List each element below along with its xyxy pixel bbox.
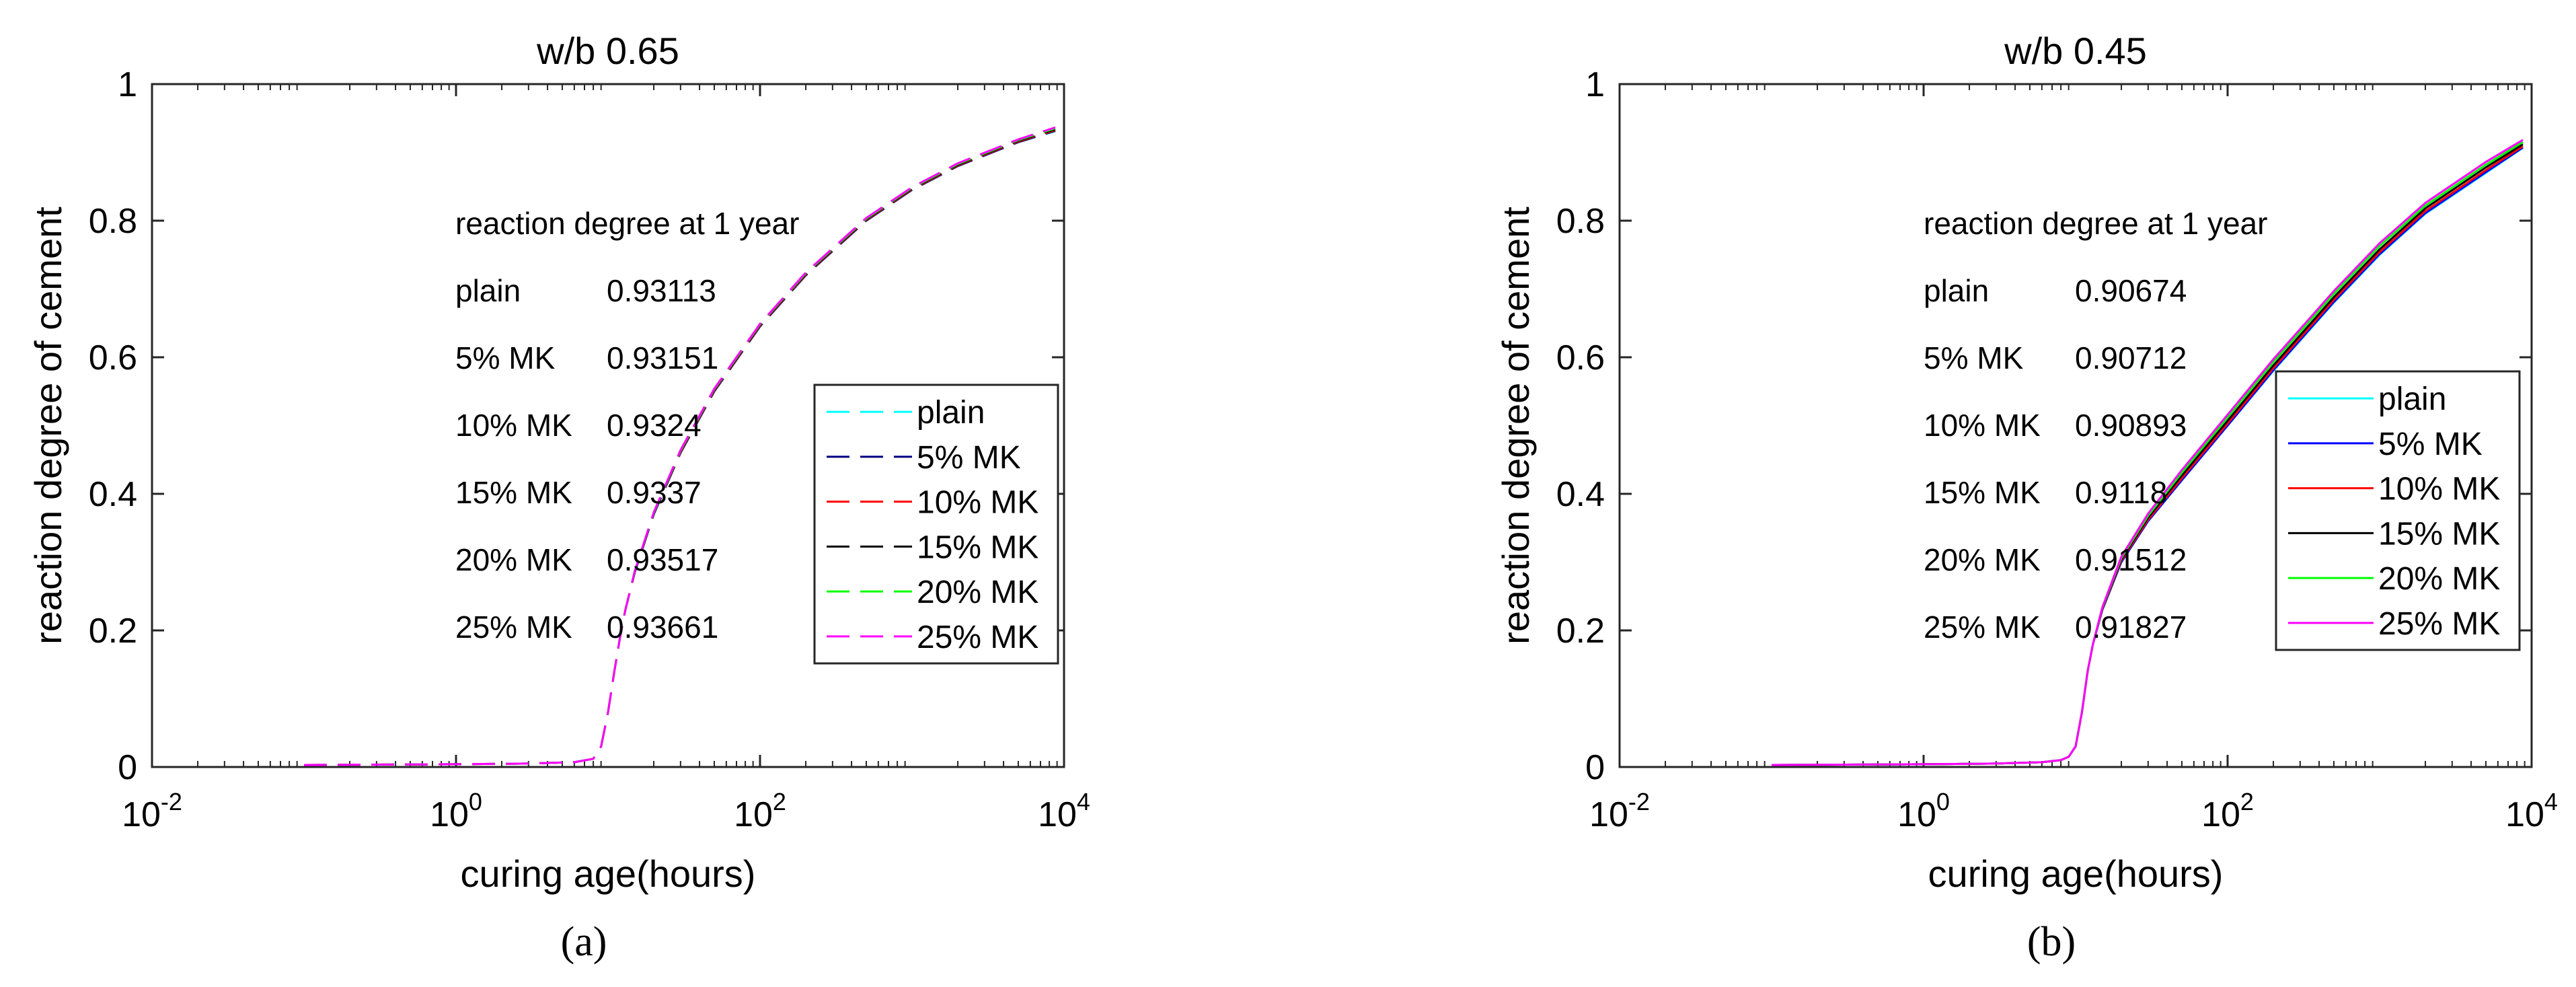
x-tick-label-exponent: 4 — [1077, 788, 1090, 815]
x-tick-label: 100 — [1897, 788, 1950, 834]
y-axis-label: reaction degree of cement — [1494, 207, 1537, 645]
y-tick-label: 1 — [1585, 65, 1605, 104]
annotation-series-value: 0.91827 — [2075, 610, 2187, 645]
y-tick-label: 0 — [1585, 748, 1605, 787]
annotation-series-name: 10% MK — [455, 408, 572, 443]
annotation-series-name: 15% MK — [455, 475, 572, 510]
annotation-series-value: 0.9324 — [607, 408, 702, 443]
x-tick-label-base: 10 — [734, 795, 773, 834]
series-line-25-mk — [303, 126, 1056, 766]
annotation-series-value: 0.90674 — [2075, 273, 2187, 308]
panel-label: (b) — [2027, 919, 2076, 965]
y-tick-label: 0 — [118, 748, 137, 787]
legend-label: plain — [2378, 381, 2446, 417]
x-tick-label-base: 10 — [1589, 795, 1628, 834]
x-tick-label: 104 — [1038, 788, 1090, 834]
series-lines — [1771, 139, 2524, 766]
y-tick-label: 0.4 — [1556, 475, 1605, 514]
annotation-title: reaction degree at 1 year — [1924, 206, 2267, 241]
x-axis-label: curing age(hours) — [461, 852, 756, 895]
x-tick-label-base: 10 — [2505, 795, 2544, 834]
x-tick-label-exponent: -2 — [1628, 788, 1650, 815]
y-tick-label: 0.6 — [1556, 338, 1605, 377]
annotation-series-name: 25% MK — [1924, 610, 2041, 645]
legend-label: 25% MK — [2378, 606, 2500, 642]
y-axis-label: reaction degree of cement — [27, 207, 69, 645]
y-tick-label: 1 — [118, 65, 137, 104]
x-tick-label: 104 — [2505, 788, 2558, 834]
legend-label: 20% MK — [917, 575, 1038, 610]
legend-label: 25% MK — [917, 620, 1038, 655]
annotation-series-value: 0.9337 — [607, 475, 702, 510]
x-tick-label-exponent: 0 — [469, 788, 482, 815]
annotation-series-name: 25% MK — [455, 610, 572, 645]
chart-title: w/b 0.45 — [2004, 30, 2147, 72]
x-tick-label-exponent: 0 — [1936, 788, 1950, 815]
annotation-series-name: 15% MK — [1924, 475, 2041, 510]
x-tick-label: 102 — [2201, 788, 2254, 834]
x-tick-label-exponent: -2 — [161, 788, 182, 815]
y-tick-label: 0.6 — [89, 338, 137, 377]
panel-label: (a) — [561, 919, 607, 965]
chart-title: w/b 0.65 — [536, 30, 679, 72]
annotation-series-name: 5% MK — [455, 340, 556, 375]
x-tick-label-base: 10 — [1038, 795, 1077, 834]
x-axis-label: curing age(hours) — [1928, 852, 2224, 895]
legend-label: 5% MK — [917, 440, 1021, 476]
annotation-series-value: 0.93113 — [607, 273, 716, 308]
x-tick-label-exponent: 4 — [2544, 788, 2558, 815]
legend-label: 5% MK — [2378, 427, 2483, 462]
legend: plain 5% MK 10% MK 15% MK 20% MK 25% MK — [813, 383, 1059, 665]
annotation-series-value: 0.90893 — [2075, 408, 2187, 443]
x-tick-label: 102 — [734, 788, 786, 834]
series-lines — [303, 126, 1056, 766]
annotation-series-name: plain — [1924, 273, 1989, 308]
y-tick-label: 0.2 — [89, 612, 137, 651]
legend: plain 5% MK 10% MK 15% MK 20% MK 25% MK — [2275, 370, 2521, 651]
annotation-series-value: 0.93517 — [607, 542, 718, 577]
legend-box — [813, 383, 1059, 665]
legend-label: 15% MK — [917, 529, 1038, 565]
annotation-series-value: 0.91512 — [2075, 542, 2187, 577]
x-tick-label-exponent: 2 — [2240, 788, 2254, 815]
legend-label: plain — [917, 395, 985, 431]
annotation-series-name: 10% MK — [1924, 408, 2041, 443]
annotation-series-name: 20% MK — [1924, 542, 2041, 577]
annotation-series-name: 5% MK — [1924, 340, 2024, 375]
legend-label: 10% MK — [2378, 472, 2500, 507]
x-tick-label-base: 10 — [122, 795, 161, 834]
legend-label: 10% MK — [917, 485, 1038, 521]
y-tick-label: 0.4 — [89, 475, 137, 514]
x-tick-label: 100 — [430, 788, 482, 834]
annotation-title: reaction degree at 1 year — [455, 206, 799, 241]
x-tick-label: 10-2 — [1589, 788, 1650, 834]
legend-box — [2275, 370, 2521, 651]
annotation-series-value: 0.90712 — [2075, 340, 2187, 375]
x-tick-label: 10-2 — [122, 788, 182, 834]
annotation-series-name: 20% MK — [455, 542, 572, 577]
y-tick-label: 0.8 — [89, 202, 137, 241]
series-line-25-mk — [1771, 139, 2524, 766]
annotation-series-value: 0.9118 — [2075, 475, 2167, 510]
y-tick-label: 0.2 — [1556, 612, 1605, 651]
y-tick-label: 0.8 — [1556, 202, 1605, 241]
x-tick-label-base: 10 — [430, 795, 469, 834]
x-tick-label-exponent: 2 — [773, 788, 786, 815]
x-tick-label-base: 10 — [1897, 795, 1936, 834]
annotation-series-value: 0.93151 — [607, 340, 718, 375]
annotation-series-name: plain — [455, 273, 521, 308]
legend-label: 20% MK — [2378, 561, 2500, 597]
x-tick-label-base: 10 — [2201, 795, 2240, 834]
legend-label: 15% MK — [2378, 516, 2500, 552]
annotation-series-value: 0.93661 — [607, 610, 718, 645]
